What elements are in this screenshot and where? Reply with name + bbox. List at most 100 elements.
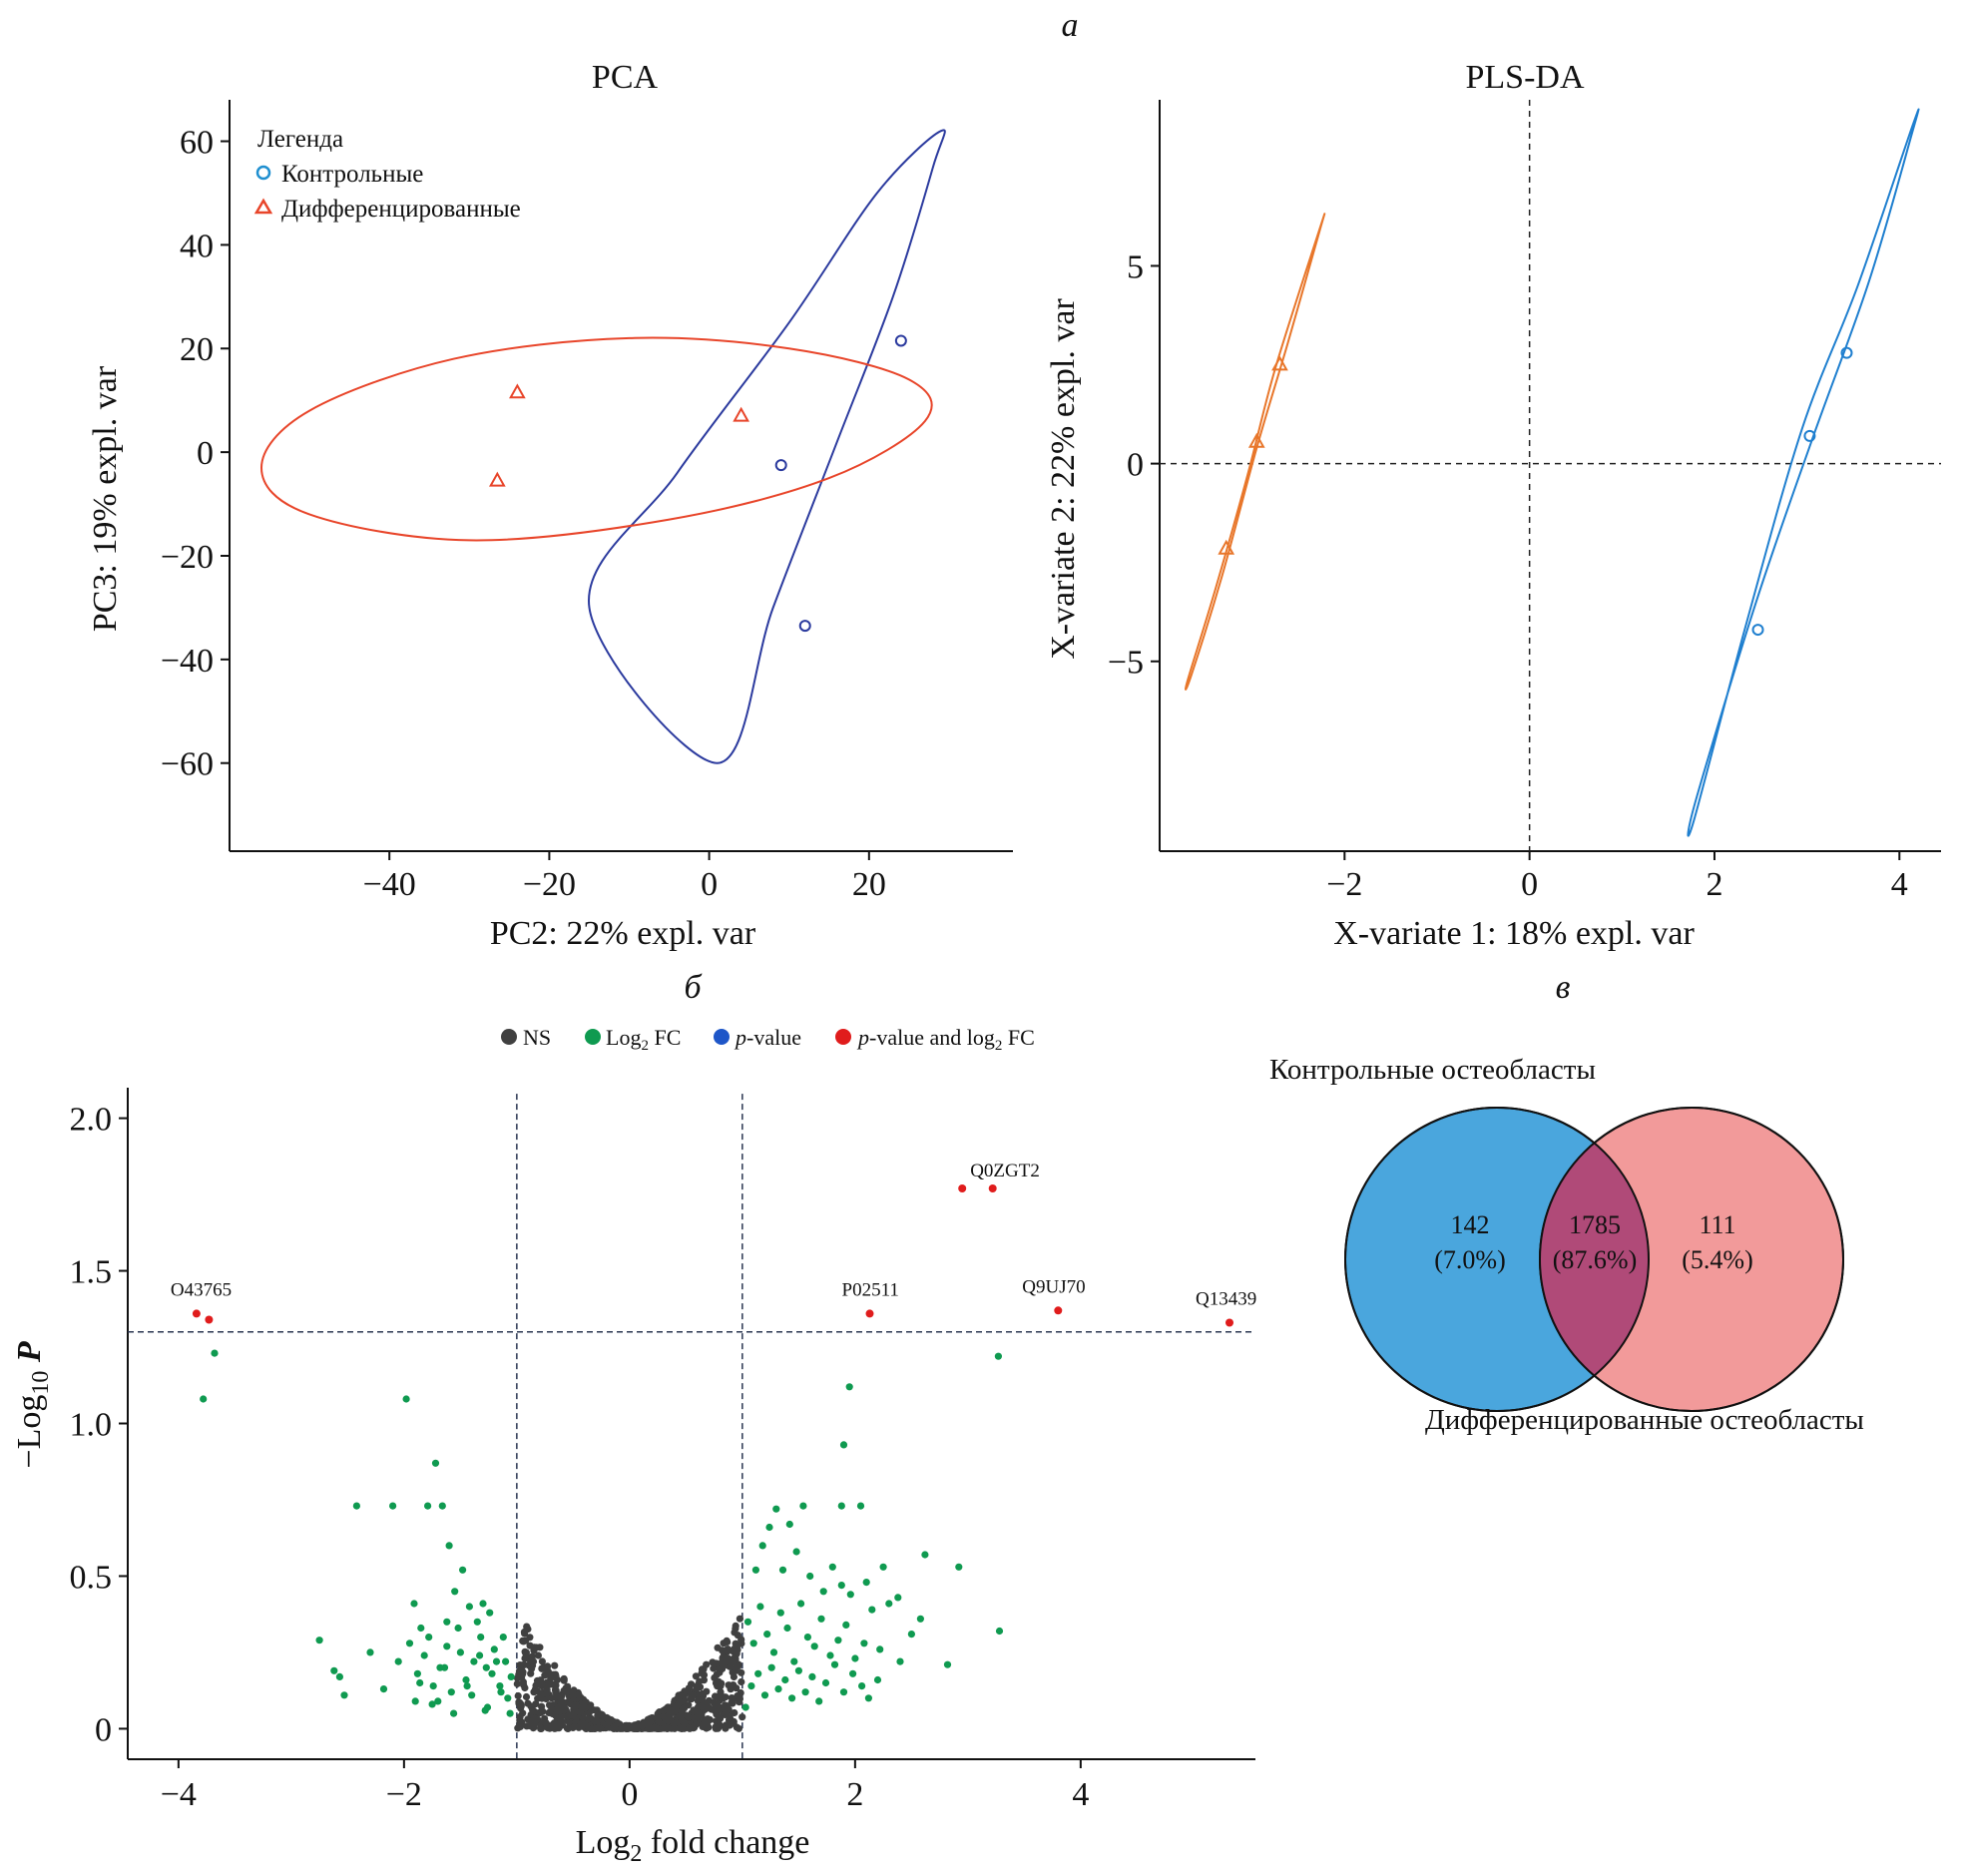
- volcano-fc-point: [828, 1563, 836, 1571]
- volcano-fc-point: [765, 1523, 773, 1532]
- volcano-ns-point: [651, 1723, 659, 1731]
- panel-label-c: в: [1556, 969, 1571, 1006]
- volcano-ns-point: [543, 1664, 551, 1672]
- volcano-ns-point: [533, 1676, 542, 1684]
- volcano-fc-point: [839, 1688, 848, 1696]
- pca-legend-triangle-icon: [253, 198, 273, 215]
- volcano-ns-point: [735, 1615, 744, 1623]
- pca-chart: PCA −40 −20 0 20 60 40 20 0 −20 −40 −60 Легенда Ко…: [87, 59, 1013, 952]
- volcano-x-tick-label: 2: [846, 1776, 863, 1813]
- volcano-ns-point: [677, 1691, 685, 1699]
- pca-point-control: [894, 334, 907, 347]
- volcano-ns-point: [726, 1714, 735, 1722]
- volcano-x-tick-label: 4: [1072, 1776, 1089, 1813]
- plsda-chart: PLS-DA −2 0 2 4 5 0 −5 X-variate 1: 18% expl. …: [1045, 59, 1941, 952]
- volcano-ns-point: [577, 1693, 585, 1701]
- volcano-fc-point: [450, 1709, 458, 1717]
- plsda-point-control: [1803, 429, 1816, 442]
- plsda-y-tick-label: −5: [1108, 645, 1144, 682]
- volcano-point-labels: O43765 P02511 Q0ZGT2 Q9UJ70 Q13439: [171, 1161, 1256, 1310]
- legend-both-label: p-value and log2 FC: [856, 1025, 1035, 1054]
- volcano-ns-point: [528, 1664, 536, 1672]
- volcano-fc-point: [830, 1660, 839, 1668]
- volcano-ns-point: [730, 1719, 737, 1727]
- volcano-fc-point: [756, 1603, 764, 1611]
- legend-pvalue-dot: [714, 1029, 730, 1045]
- volcano-fc-point: [488, 1669, 496, 1677]
- volcano-fc-point: [845, 1383, 853, 1391]
- pca-ellipse-1: [588, 129, 946, 764]
- volcano-ns-point: [703, 1700, 711, 1708]
- volcano-ns-point: [584, 1715, 592, 1723]
- volcano-fc-point: [497, 1688, 505, 1696]
- pca-legend-entry-diff: Дифференцированные: [281, 196, 521, 223]
- volcano-fc-point: [860, 1640, 868, 1647]
- plsda-y-tick-label: 0: [1127, 447, 1144, 484]
- volcano-ns-point: [731, 1629, 738, 1637]
- volcano-ns-points: [513, 1615, 746, 1732]
- plsda-xlabel: X-variate 1: 18% expl. var: [1333, 915, 1695, 952]
- volcano-ns-point: [693, 1685, 701, 1693]
- volcano-ns-point: [735, 1698, 743, 1706]
- volcano-significant-point: [988, 1184, 997, 1192]
- legend-ns-dot: [501, 1029, 517, 1045]
- venn-overlap-region: [1540, 1108, 1649, 1411]
- volcano-fc-point: [425, 1634, 433, 1642]
- volcano-fc-points: [200, 1349, 1004, 1717]
- volcano-fc-point: [454, 1624, 462, 1633]
- volcano-ns-point: [699, 1689, 707, 1698]
- volcano-fc-point: [340, 1691, 348, 1699]
- volcano-fc-point: [411, 1697, 419, 1705]
- pca-axes: −40 −20 0 20 60 40 20 0 −20 −40 −60: [161, 100, 1013, 903]
- plsda-axes: −2 0 2 4 5 0 −5: [1108, 100, 1941, 903]
- volcano-fc-point: [440, 1663, 449, 1671]
- volcano-fc-point: [806, 1572, 814, 1581]
- volcano-fc-point: [821, 1678, 830, 1687]
- volcano-ns-point: [538, 1657, 547, 1665]
- volcano-y-tick-label: 0: [95, 1711, 112, 1748]
- volcano-fc-point: [810, 1642, 818, 1650]
- pca-x-tick-label: −20: [523, 866, 576, 903]
- volcano-ns-point: [514, 1724, 522, 1732]
- volcano-point-label: O43765: [171, 1279, 232, 1300]
- volcano-fc-point: [743, 1618, 752, 1626]
- volcano-ns-point: [659, 1706, 668, 1715]
- volcano-fc-point: [862, 1579, 870, 1587]
- volcano-ns-point: [547, 1674, 555, 1682]
- volcano-ns-point: [564, 1712, 572, 1720]
- volcano-fc-point: [211, 1349, 219, 1357]
- volcano-fc-point: [776, 1609, 784, 1617]
- volcano-fc-point: [451, 1588, 459, 1596]
- volcano-fc-point: [864, 1694, 873, 1702]
- plsda-point-diff: [1218, 539, 1235, 555]
- volcano-ns-point: [737, 1677, 745, 1686]
- volcano-fc-point: [747, 1682, 755, 1690]
- volcano-fc-point: [994, 1352, 1003, 1360]
- volcano-y-tick-label: 1.0: [70, 1406, 113, 1443]
- volcano-fc-point: [483, 1703, 492, 1711]
- volcano-point-label: Q9UJ70: [1022, 1276, 1085, 1297]
- volcano-ns-point: [730, 1672, 738, 1681]
- volcano-ns-point: [678, 1707, 686, 1715]
- volcano-ns-point: [706, 1715, 715, 1724]
- pca-legend-entry-control: Контрольные: [281, 161, 423, 188]
- volcano-fc-point: [352, 1502, 360, 1510]
- volcano-y-tick-label: 1.5: [70, 1253, 113, 1290]
- volcano-x-tick-label: −2: [386, 1776, 422, 1813]
- volcano-ns-point: [696, 1677, 704, 1685]
- plsda-title: PLS-DA: [1465, 59, 1584, 96]
- volcano-ns-point: [732, 1666, 740, 1674]
- volcano-ns-point: [666, 1706, 674, 1714]
- volcano-fc-point: [819, 1588, 827, 1596]
- volcano-ns-point: [516, 1712, 524, 1721]
- volcano-fc-point: [499, 1634, 507, 1642]
- legend-fc-dot: [585, 1029, 601, 1045]
- volcano-ns-point: [564, 1687, 572, 1696]
- volcano-fc-point: [758, 1542, 766, 1550]
- volcano-fc-point: [916, 1615, 925, 1623]
- panel-label-a: а: [1062, 7, 1079, 44]
- volcano-fc-point: [394, 1657, 402, 1665]
- volcano-fc-point: [447, 1688, 455, 1696]
- volcano-fc-point: [330, 1666, 338, 1674]
- pca-y-tick-label: 60: [180, 124, 214, 161]
